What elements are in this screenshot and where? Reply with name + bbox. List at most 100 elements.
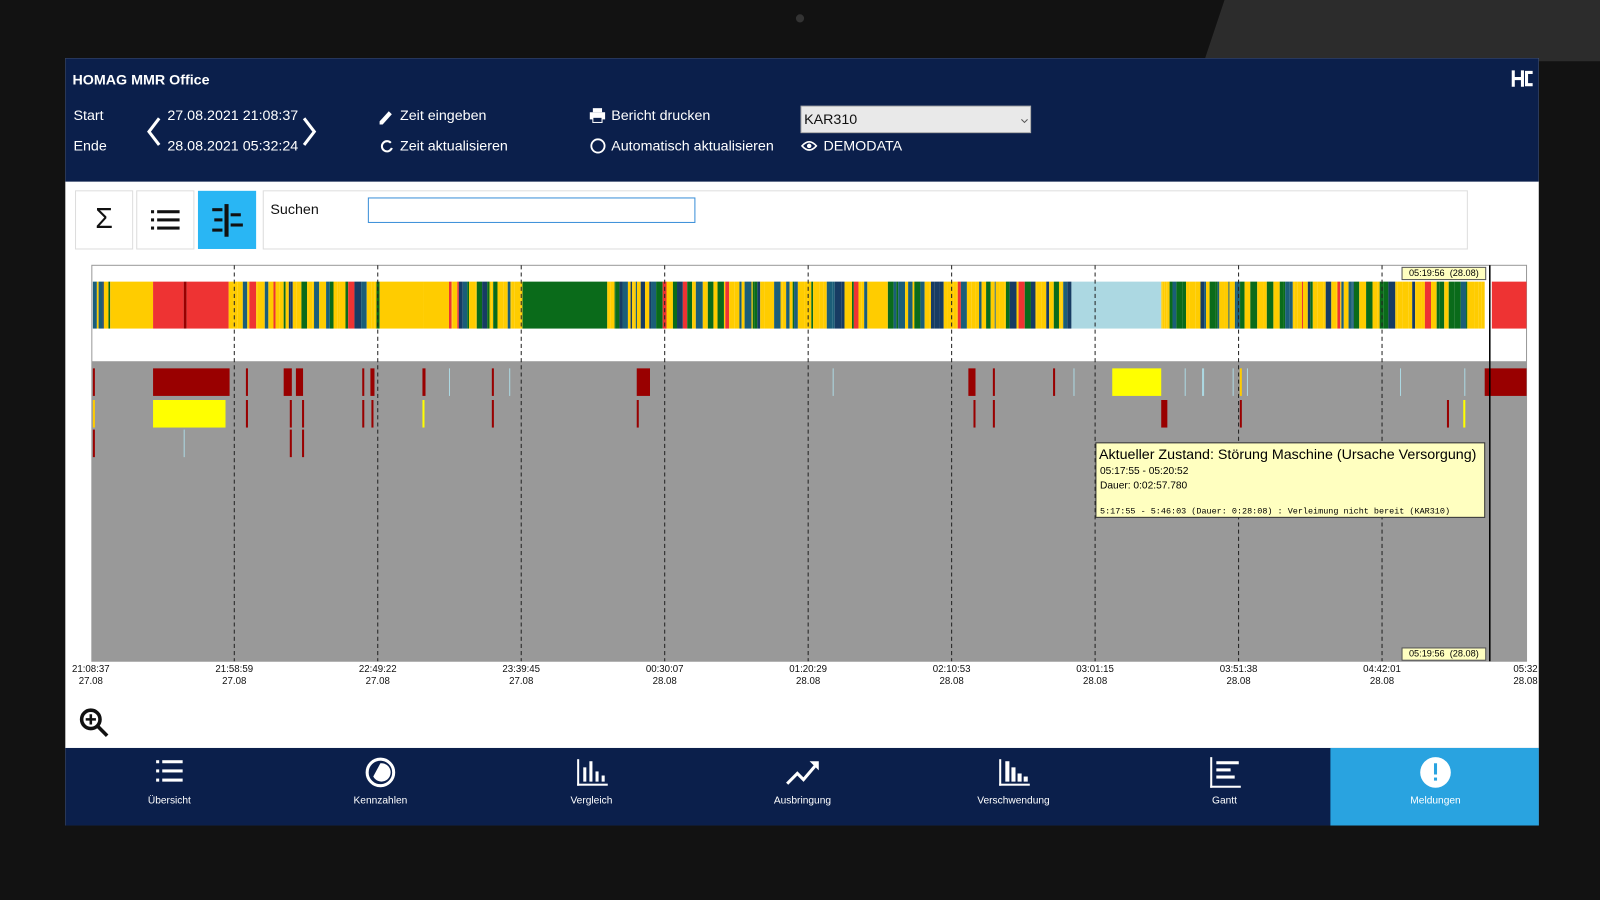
prev-button[interactable] [147,117,161,146]
status-segment [326,281,330,329]
status-segment [1436,281,1440,329]
icon-part [583,767,587,782]
status-segment [1204,281,1207,329]
status-segment [1169,281,1173,329]
time-label: 22:49:22 [359,664,397,675]
event-bar [1161,400,1168,428]
status-segment [920,281,925,329]
zoom-button[interactable] [79,708,109,737]
sum-icon: Σ [95,203,113,235]
status-segment [1337,281,1341,329]
status-segment [451,281,453,329]
nav-item[interactable]: Verschwendung [977,759,1050,807]
status-segment [467,281,470,329]
date-label: 27.08 [509,676,533,687]
status-segment [1430,281,1437,329]
nav-item[interactable]: Meldungen [1410,757,1461,807]
event-bar [422,368,426,396]
nav-item[interactable]: Gantt [1210,757,1241,807]
status-segment [423,281,449,329]
status-segment [1030,281,1036,329]
status-segment [823,281,827,329]
action-button[interactable]: Zeit eingeben [400,108,486,124]
machine-dropdown[interactable] [800,105,1032,134]
printer-icon [589,108,606,123]
status-segment [268,281,274,329]
status-segment [960,281,967,329]
status-segment [1061,281,1064,329]
radio-icon[interactable] [590,138,606,154]
status-segment [1297,281,1302,329]
marker-box [1401,647,1487,661]
icon-part [162,760,183,764]
status-segment [832,281,835,329]
status-segment [734,281,740,329]
status-segment [656,281,663,329]
status-segment [345,281,349,329]
nav-item[interactable]: Kennzahlen [353,757,407,807]
event-bar [636,368,650,396]
time-label: 05:32 [1513,664,1537,675]
status-segment [1176,281,1183,329]
nav-item[interactable]: Ausbringung [774,761,832,807]
status-segment [1402,281,1409,329]
status-segment [1266,281,1274,329]
status-segment [1352,281,1354,329]
event-bar [92,429,95,458]
action-button[interactable]: Automatisch aktualisieren [611,139,774,155]
status-segment [786,281,790,329]
status-segment [1323,281,1326,329]
status-segment [348,281,355,329]
status-segment [971,281,976,329]
status-segment [774,281,781,329]
action-button[interactable]: Bericht drucken [611,108,710,124]
status-segment [1397,281,1403,329]
status-segment [279,281,284,329]
search-input[interactable] [367,197,696,223]
time-label: 23:39:45 [502,664,540,675]
status-segment [635,281,637,329]
status-segment [789,281,793,329]
status-segment [1481,281,1485,329]
status-segment [1060,281,1062,329]
status-segment [1372,281,1378,329]
status-segment [770,281,775,329]
status-segment [1444,281,1449,329]
nav-item[interactable]: Vergleich [570,759,612,807]
event-bar [509,368,511,396]
nav-icon [786,761,819,785]
status-segment [1049,281,1054,329]
sum-button[interactable] [75,190,134,250]
status-segment [739,281,742,329]
next-button[interactable] [302,117,317,146]
nav-icon [1420,757,1451,788]
event-bar [1400,368,1402,396]
event-bar [153,400,226,428]
end-time: 28.08.2021 05:32:24 [167,139,298,155]
icon-part [1210,757,1213,788]
nav-icon [577,759,608,786]
status-segment [1294,281,1298,329]
status-segment [1478,281,1482,329]
status-segment [908,281,913,329]
action-button[interactable]: Zeit aktualisieren [400,139,508,155]
status-segment [285,281,289,329]
status-segment [811,281,814,329]
event-bar [448,368,450,396]
event-bar [183,429,185,458]
timeline-icon [212,204,243,237]
date-label: 27.08 [79,676,103,687]
status-segment [1217,281,1220,329]
status-segment [1312,281,1318,329]
event-bar [1232,368,1234,396]
status-segment [1292,281,1295,329]
nav-item[interactable]: Übersicht [148,760,191,807]
status-segment [1058,281,1061,329]
status-segment [1466,281,1468,329]
status-segment [1046,281,1050,329]
status-segment [930,281,935,329]
status-segment [640,281,646,329]
status-segment [797,281,805,329]
event-bar [92,400,95,428]
